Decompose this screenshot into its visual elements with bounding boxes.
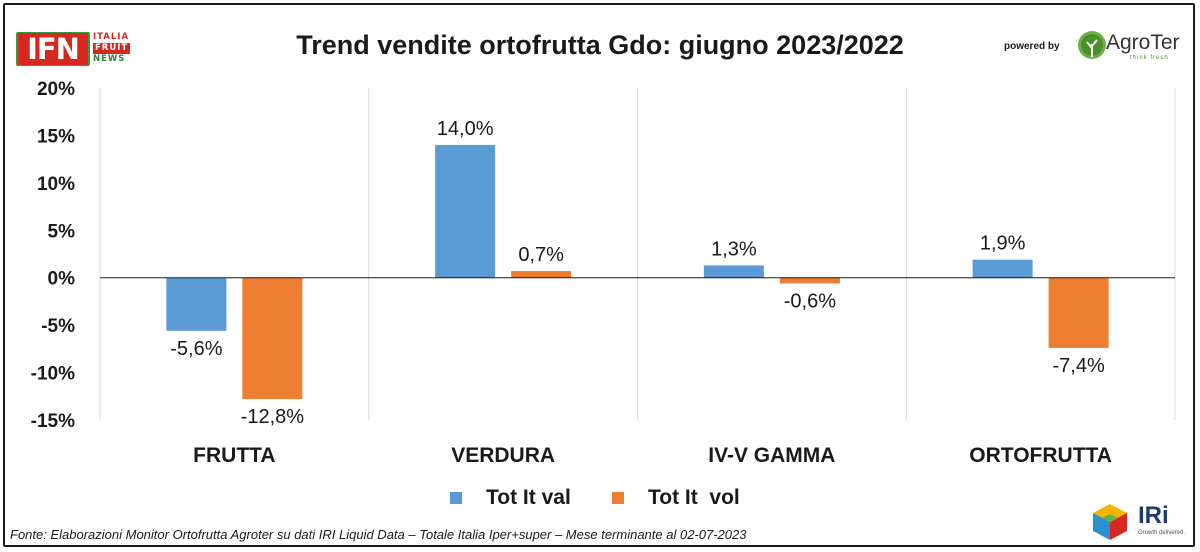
bar-vol	[779, 277, 840, 284]
source-footnote: Fonte: Elaborazioni Monitor Ortofrutta A…	[10, 527, 747, 542]
y-tick-label: -10%	[31, 364, 75, 385]
iri-tagline: Growth delivered.	[1138, 530, 1186, 536]
iri-cube-icon	[1093, 504, 1127, 540]
bar-val	[972, 259, 1033, 278]
logo-word-news: NEWS	[93, 54, 126, 64]
chart-frame	[3, 3, 1195, 547]
y-axis-ticks: 20% 15% 10% 5% 0% -5% -10% -15%	[31, 79, 75, 432]
data-label: 1,3%	[711, 238, 757, 260]
data-label: 0,7%	[518, 244, 564, 266]
agroter-name: AgroTer	[1106, 31, 1180, 54]
legend-label-vol: Tot It vol	[648, 486, 740, 509]
iri-logo: IRi Growth delivered.	[1090, 500, 1186, 544]
data-label: -7,4%	[1053, 355, 1105, 377]
category-label: FRUTTA	[193, 444, 275, 467]
data-label: -12,8%	[241, 406, 305, 428]
data-label: 1,9%	[980, 233, 1026, 255]
y-tick-label: 10%	[37, 174, 75, 195]
category-separators	[99, 88, 1176, 420]
y-tick-label: -15%	[31, 411, 75, 432]
bar-vol	[511, 271, 572, 278]
bar-vol	[242, 277, 303, 400]
bar-vol	[1048, 277, 1109, 348]
y-tick-label: -5%	[41, 316, 75, 337]
legend-swatch-vol	[612, 492, 624, 504]
logo-word-italia: ITALIA	[93, 32, 130, 42]
powered-by-label: powered by	[1004, 41, 1060, 52]
bar-val	[703, 265, 764, 278]
logo-letters: IFN	[18, 33, 88, 65]
category-label: IV-V GAMMA	[708, 444, 835, 467]
bar-val	[166, 277, 227, 331]
category-label: ORTOFRUTTA	[969, 444, 1112, 467]
bars	[166, 144, 1109, 400]
legend-swatch-val	[450, 492, 462, 504]
data-label: -0,6%	[784, 290, 836, 312]
legend-item-vol: Tot It vol	[612, 485, 740, 511]
y-tick-label: 5%	[48, 221, 76, 242]
legend-label-val: Tot It val	[486, 486, 571, 509]
logo-word-fruit: FRUIT	[93, 43, 131, 54]
agroter-tagline: think fresh	[1130, 55, 1169, 61]
iri-name: IRi	[1138, 502, 1169, 529]
italia-fruit-news-logo: IFN ITALIA FRUIT NEWS	[16, 32, 138, 68]
y-tick-label: 20%	[37, 79, 75, 100]
legend-item-val: Tot It val	[450, 485, 571, 511]
logo-words: ITALIA FRUIT NEWS	[93, 32, 139, 65]
category-label: VERDURA	[451, 444, 555, 467]
category-labels: FRUTTA VERDURA IV-V GAMMA ORTOFRUTTA	[193, 444, 1112, 467]
chart-title: Trend vendite ortofrutta Gdo: giugno 202…	[296, 30, 904, 60]
data-label: 14,0%	[437, 118, 494, 140]
y-tick-label: 15%	[37, 126, 75, 147]
tree-icon	[1078, 31, 1106, 59]
data-label: -5,6%	[170, 338, 222, 360]
data-labels: -5,6% -12,8% 14,0% 0,7% 1,3% -0,6% 1,9% -7,4%	[170, 118, 1105, 428]
y-tick-label: 0%	[48, 269, 76, 290]
bar-val	[435, 144, 496, 278]
legend: Tot It val Tot It vol	[0, 485, 1200, 511]
